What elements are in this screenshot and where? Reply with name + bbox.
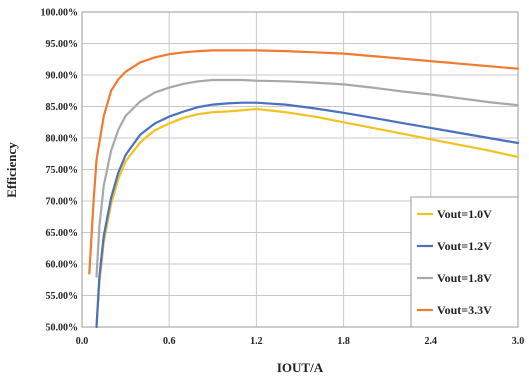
x-axis-title: IOUT/A	[277, 360, 324, 375]
y-tick-label: 95.00%	[46, 39, 79, 50]
series-line-4	[88, 49, 520, 275]
x-tick-label: 0.6	[163, 336, 176, 347]
y-tick-label: 60.00%	[46, 260, 79, 271]
x-tick-label: 1.8	[337, 336, 350, 347]
legend-box	[410, 196, 519, 328]
y-tick-label: 50.00%	[46, 323, 79, 334]
legend-label: Vout=1.0V	[437, 207, 492, 221]
y-tick-label: 70.00%	[46, 197, 79, 208]
y-tick-label: 55.00%	[46, 291, 79, 302]
series-line-3	[95, 78, 520, 278]
x-tick-label: 0.0	[76, 336, 89, 347]
y-tick-label: 75.00%	[46, 165, 79, 176]
legend-label: Vout=1.8V	[437, 271, 492, 285]
x-tick-label: 1.2	[250, 336, 263, 347]
series-line-2	[95, 101, 520, 329]
series-lines	[88, 49, 520, 329]
y-tick-label: 90.00%	[46, 71, 79, 82]
y-tick-label: 65.00%	[46, 228, 79, 239]
plot-area	[81, 11, 519, 328]
y-tick-label: 85.00%	[46, 102, 79, 113]
y-tick-label: 80.00%	[46, 134, 79, 145]
series-line-1	[95, 107, 520, 329]
y-axis-title: Efficiency	[4, 142, 19, 198]
x-tick-label: 2.4	[425, 336, 438, 347]
legend: Vout=1.0V Vout=1.2V Vout=1.8V Vout=3.3V	[410, 196, 519, 328]
legend-label: Vout=1.2V	[437, 239, 492, 253]
y-tick-labels: 50.00% 55.00% 60.00% 65.00% 70.00% 75.00% 80.0…	[41, 8, 79, 334]
y-tick-label: 100.00%	[41, 8, 79, 19]
x-tick-labels: 0.0 0.6 1.2 1.8 2.4 3.0	[76, 336, 525, 347]
x-tick-label: 3.0	[512, 336, 525, 347]
legend-label: Vout=3.3V	[437, 303, 492, 317]
